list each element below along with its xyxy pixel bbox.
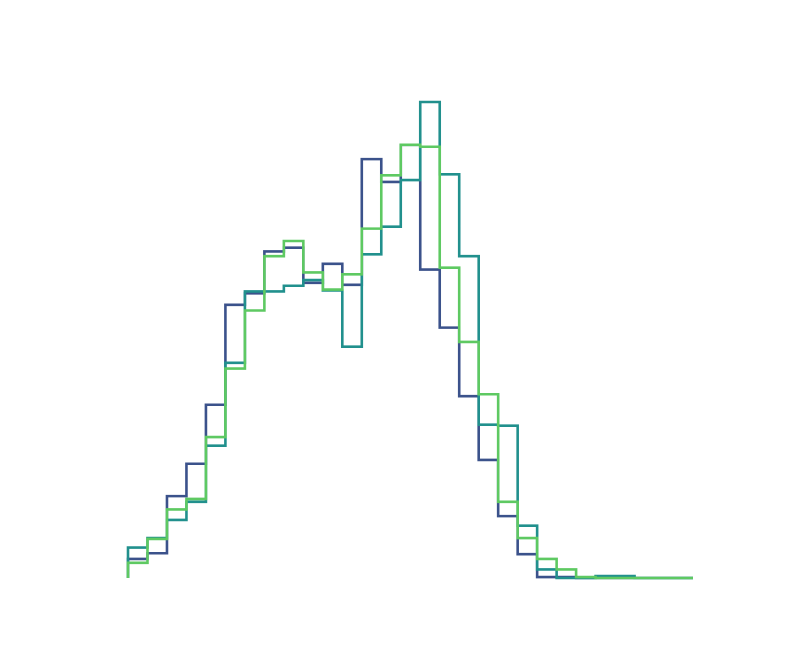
histogram-series-1	[126, 143, 693, 580]
histogram-series-3	[126, 143, 693, 580]
histogram-series-2	[126, 100, 693, 580]
series-layer	[126, 100, 693, 580]
